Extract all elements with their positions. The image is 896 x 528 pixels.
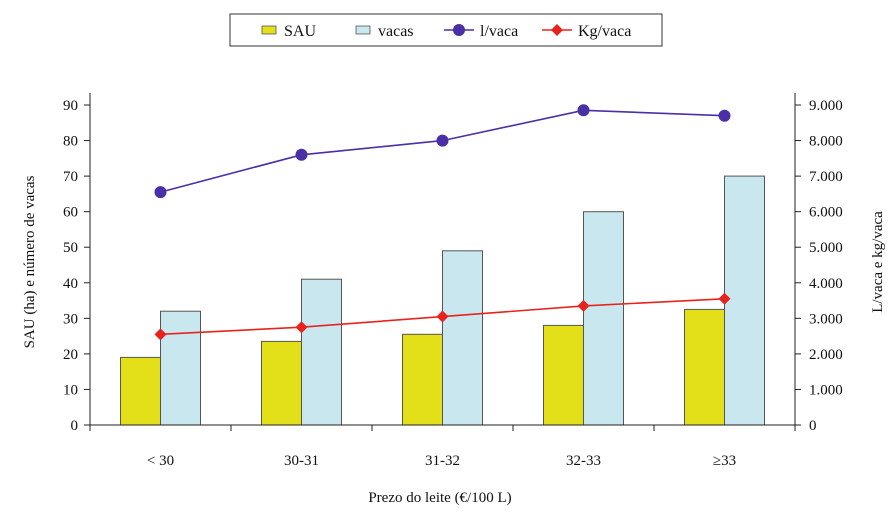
axes: 0 10 20 30 40 50 60 70 80 90 0 1.000 2.000 3.000 4.000… bbox=[63, 93, 843, 469]
line-l-vaca bbox=[160, 109, 725, 193]
x-tick-label-3: 32-33 bbox=[566, 453, 601, 469]
left-tick-label-8: 80 bbox=[63, 134, 78, 150]
left-y-axis-title: SAU (ha) e número de vacas bbox=[22, 175, 38, 348]
legend-swatch-sau bbox=[261, 25, 277, 35]
x-tick-label-2: 31-32 bbox=[425, 453, 460, 469]
bar-sau-0 bbox=[120, 356, 161, 426]
left-tick-label-7: 70 bbox=[63, 169, 78, 185]
right-tick-label-8: 8.000 bbox=[809, 134, 843, 150]
legend: SAU vacas l/vaca Kg/vaca bbox=[229, 13, 663, 47]
right-tick-label-9: 9.000 bbox=[809, 98, 843, 114]
bar-vacas-2 bbox=[442, 250, 483, 426]
right-tick-label-6: 6.000 bbox=[809, 205, 843, 221]
x-tick-label-0: < 30 bbox=[147, 453, 174, 469]
right-tick-label-5: 5.000 bbox=[809, 240, 843, 256]
bar-vacas-4 bbox=[724, 175, 765, 426]
left-tick-label-5: 50 bbox=[63, 240, 78, 256]
left-tick-label-2: 20 bbox=[63, 347, 78, 363]
bar-vacas-3 bbox=[583, 211, 624, 426]
point-l-vaca-0 bbox=[154, 186, 167, 199]
left-tick-label-3: 30 bbox=[63, 311, 78, 327]
right-tick-label-0: 0 bbox=[809, 418, 817, 434]
point-kg-vaca-0 bbox=[154, 328, 167, 341]
legend-label-l-vaca: l/vaca bbox=[480, 23, 518, 40]
bar-sau-3 bbox=[543, 324, 584, 426]
legend-label-sau: SAU bbox=[284, 23, 316, 40]
x-axis-title: Prezo do leite (€/100 L) bbox=[368, 490, 511, 506]
right-tick-label-7: 7.000 bbox=[809, 169, 843, 185]
bar-sau-4 bbox=[684, 308, 725, 426]
legend-label-vacas: vacas bbox=[378, 23, 414, 40]
right-tick-label-1: 1.000 bbox=[809, 382, 843, 398]
point-l-vaca-2 bbox=[436, 134, 449, 147]
left-tick-label-1: 10 bbox=[63, 382, 78, 398]
right-y-axis-title: L/vaca e kg/vaca bbox=[870, 211, 886, 313]
point-kg-vaca-2 bbox=[436, 310, 449, 323]
legend-swatch-vacas bbox=[355, 25, 371, 35]
legend-marker-l-vaca bbox=[453, 24, 465, 36]
point-kg-vaca-3 bbox=[577, 299, 590, 312]
left-tick-label-0: 0 bbox=[71, 418, 79, 434]
point-kg-vaca-4 bbox=[718, 292, 731, 305]
bar-sau-1 bbox=[261, 340, 302, 426]
bar-sau-2 bbox=[402, 333, 443, 426]
right-tick-label-3: 3.000 bbox=[809, 311, 843, 327]
right-tick-label-2: 2.000 bbox=[809, 347, 843, 363]
plot-area bbox=[120, 104, 765, 426]
legend-marker-kg-vaca bbox=[551, 24, 563, 36]
left-tick-label-6: 60 bbox=[63, 205, 78, 221]
right-tick-label-4: 4.000 bbox=[809, 276, 843, 292]
left-tick-label-4: 40 bbox=[63, 276, 78, 292]
bar-vacas-0 bbox=[160, 310, 201, 426]
point-l-vaca-4 bbox=[718, 109, 731, 122]
left-tick-label-9: 90 bbox=[63, 98, 78, 114]
point-l-vaca-3 bbox=[577, 104, 590, 117]
x-tick-label-4: ≥33 bbox=[713, 453, 736, 469]
x-tick-label-1: 30-31 bbox=[284, 453, 319, 469]
point-kg-vaca-1 bbox=[295, 321, 308, 334]
point-l-vaca-1 bbox=[295, 148, 308, 161]
legend-label-kg-vaca: Kg/vaca bbox=[578, 23, 631, 40]
bar-vacas-1 bbox=[301, 278, 342, 426]
